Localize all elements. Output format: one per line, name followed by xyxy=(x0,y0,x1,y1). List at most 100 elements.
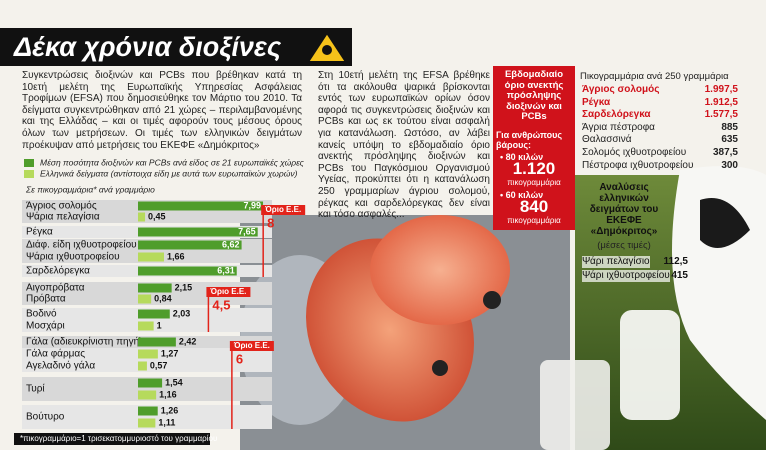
fish-eye xyxy=(432,360,448,376)
bar xyxy=(138,309,170,319)
category-label: Βούτυρο xyxy=(26,411,65,423)
unit: πικογραμμάρια xyxy=(507,178,561,187)
value-label: 1,16 xyxy=(159,389,177,399)
value-label: 0,57 xyxy=(150,360,168,370)
category-label: Ρέγκα xyxy=(26,226,53,238)
table-cell: 635 xyxy=(721,134,738,146)
legend-label: Ελληνικά δείγματα (αντίστοιχα είδη με αυ… xyxy=(40,168,298,178)
category-label: Γάλα φάρμας xyxy=(26,348,85,360)
legend-swatch xyxy=(24,170,34,178)
table-cell: Σολομός ιχθυοτροφείου xyxy=(582,147,687,158)
fish-eye xyxy=(483,291,501,309)
legend-label: Μέση ποσότητα διοξινών και PCBs ανά είδο… xyxy=(40,157,305,167)
value-label: 1,27 xyxy=(161,348,179,358)
footnote-bg xyxy=(14,433,210,445)
category-label: Γάλα (αδιευκρίνιστη πηγή) xyxy=(26,336,142,348)
amount: 1.120 xyxy=(512,159,556,178)
bar xyxy=(138,321,154,331)
category-label: Βοδινό xyxy=(26,308,57,320)
bar xyxy=(138,227,258,237)
category-label: Σαρδελόρεγκα xyxy=(26,265,90,277)
analysis-title: Αναλύσεις ελληνικών δειγμάτων του ΕΚΕΦΕ … xyxy=(589,182,659,237)
value-label: 7,99 xyxy=(243,200,261,210)
table-cell: Ρέγκα xyxy=(582,96,611,108)
analysis-cell: 415 xyxy=(671,270,688,281)
limit-label-bg xyxy=(229,341,274,351)
table-cell: Σαρδελόρεγκα xyxy=(582,109,651,121)
bar xyxy=(138,212,146,222)
weight: • 60 κιλών xyxy=(500,190,544,200)
table-cell: Άγριος σολομός xyxy=(582,84,660,95)
bar xyxy=(138,252,164,262)
milk-bottle xyxy=(620,310,680,420)
table-title: Πικογραμμάρια ανά 250 γραμμάρια xyxy=(580,71,729,82)
hazard-skull xyxy=(322,45,332,55)
table-cell: 885 xyxy=(721,121,738,133)
bar xyxy=(138,349,158,359)
bar xyxy=(138,378,163,388)
bar xyxy=(138,240,242,250)
analysis-subtitle: (μέσες τιμές) xyxy=(597,240,651,251)
amount: 840 xyxy=(519,197,549,216)
milk-glass xyxy=(540,360,610,450)
category-label: Ψάρια πελαγίσια xyxy=(26,211,100,223)
bar xyxy=(138,283,172,293)
weekly-title: Εβδομαδιαίο όριο ανεκτής πρόσληψης διοξι… xyxy=(504,69,564,122)
limit-label: Όριο Ε.Ε. xyxy=(264,205,301,214)
weight: • 80 κιλών xyxy=(500,152,544,162)
table-cell: 1.997,5 xyxy=(704,84,738,95)
value-label: 7,65 xyxy=(238,226,256,236)
table-cell: 1.912,5 xyxy=(704,96,738,108)
value-label: 1,54 xyxy=(165,377,183,387)
weekly-box xyxy=(493,66,575,230)
table-cell: 387,5 xyxy=(712,147,738,158)
cow-spot xyxy=(700,198,750,248)
footnote: *πικογραμμάριο=1 τρισεκατομμυριοστό του … xyxy=(20,434,217,443)
limit-value: 4,5 xyxy=(212,297,230,312)
value-label: 1,26 xyxy=(161,405,179,415)
category-label: Τυρί xyxy=(26,383,45,395)
fish-red2 xyxy=(370,215,510,325)
category-label: Αιγοπρόβατα xyxy=(26,282,85,294)
limit-value: 6 xyxy=(236,351,243,366)
category-label: Άγριος σολομός xyxy=(26,200,97,212)
limit-label: Όριο Ε.Ε. xyxy=(209,287,246,296)
bar xyxy=(138,201,264,211)
analysis-cell: 112,5 xyxy=(663,256,688,267)
value-label: 1,66 xyxy=(167,251,185,261)
limit-label: Όριο Ε.Ε. xyxy=(233,341,270,350)
limit-value: 8 xyxy=(267,215,274,230)
table-cell: 300 xyxy=(721,159,738,171)
value-label: 1 xyxy=(157,320,162,330)
bar xyxy=(138,418,156,428)
limit-label-bg xyxy=(206,287,251,297)
category-label: Διάφ. είδη ιχθυοτροφείου xyxy=(26,239,137,251)
value-label: 6,62 xyxy=(222,239,240,249)
limit-label-bg xyxy=(261,205,306,215)
bar xyxy=(138,266,237,276)
category-label: Πρόβατα xyxy=(26,293,66,305)
table-cell: 1.577,5 xyxy=(704,109,738,121)
analysis-cell: Ψάρι πελαγίσιο xyxy=(582,256,650,268)
bar xyxy=(138,390,157,400)
article-text: Στη 10ετή μελέτη της EFSA βρέθηκε ότι τα… xyxy=(318,70,490,221)
bar xyxy=(138,337,176,347)
table-cell: Θαλασσινά xyxy=(582,134,632,146)
unit-label: Σε πικογραμμάρια* ανά γραμμάριο xyxy=(25,184,155,194)
value-label: 1,11 xyxy=(158,417,175,427)
value-label: 6,31 xyxy=(217,265,235,275)
category-label: Αγελαδινό γάλα xyxy=(26,360,95,372)
category-label: Ψάρια ιχθυοτροφείου xyxy=(26,251,120,263)
value-label: 2,15 xyxy=(175,282,193,292)
value-label: 0,84 xyxy=(154,293,172,303)
intro-text: Συγκεντρώσεις διοξινών και PCBs που βρέθ… xyxy=(22,70,302,151)
title-bar xyxy=(0,28,352,66)
bar xyxy=(138,361,147,371)
chart: Σε πικογραμμάρια* ανά γραμμάριο *πικογρα… xyxy=(20,157,306,443)
table-cell: Πέστροφα ιχθυοτροφείου xyxy=(582,159,694,171)
bar xyxy=(138,406,158,416)
weekly-subtitle: Για ανθρώπους βάρους: xyxy=(496,130,563,150)
value-label: 2,42 xyxy=(179,336,197,346)
